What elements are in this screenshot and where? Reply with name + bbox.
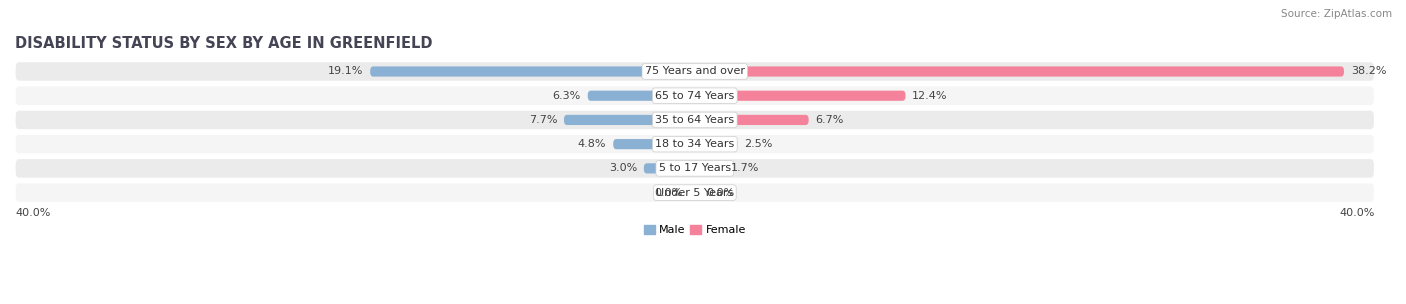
FancyBboxPatch shape [370,66,695,77]
Text: 0.0%: 0.0% [707,188,735,198]
FancyBboxPatch shape [15,183,1375,202]
Text: 6.7%: 6.7% [815,115,844,125]
Text: 19.1%: 19.1% [328,67,363,77]
FancyBboxPatch shape [695,188,700,198]
Text: 40.0%: 40.0% [15,208,51,218]
Text: 5 to 17 Years: 5 to 17 Years [659,163,731,173]
FancyBboxPatch shape [564,115,695,125]
FancyBboxPatch shape [15,158,1375,178]
FancyBboxPatch shape [588,91,695,101]
Text: 3.0%: 3.0% [609,163,637,173]
FancyBboxPatch shape [644,163,695,174]
FancyBboxPatch shape [690,188,695,198]
FancyBboxPatch shape [15,62,1375,81]
Text: 75 Years and over: 75 Years and over [645,67,745,77]
FancyBboxPatch shape [695,91,905,101]
Text: 65 to 74 Years: 65 to 74 Years [655,91,734,101]
FancyBboxPatch shape [695,139,737,149]
Text: 35 to 64 Years: 35 to 64 Years [655,115,734,125]
Legend: Male, Female: Male, Female [640,221,751,240]
Text: 4.8%: 4.8% [578,139,606,149]
Text: 1.7%: 1.7% [731,163,759,173]
FancyBboxPatch shape [695,163,724,174]
Text: 12.4%: 12.4% [912,91,948,101]
FancyBboxPatch shape [695,115,808,125]
Text: Source: ZipAtlas.com: Source: ZipAtlas.com [1281,9,1392,19]
Text: DISABILITY STATUS BY SEX BY AGE IN GREENFIELD: DISABILITY STATUS BY SEX BY AGE IN GREEN… [15,36,433,51]
Text: 40.0%: 40.0% [1339,208,1375,218]
FancyBboxPatch shape [15,86,1375,106]
Text: Under 5 Years: Under 5 Years [657,188,734,198]
Text: 2.5%: 2.5% [744,139,772,149]
FancyBboxPatch shape [613,139,695,149]
FancyBboxPatch shape [15,110,1375,130]
Text: 38.2%: 38.2% [1351,67,1386,77]
FancyBboxPatch shape [695,66,1344,77]
Text: 6.3%: 6.3% [553,91,581,101]
Text: 18 to 34 Years: 18 to 34 Years [655,139,734,149]
Text: 0.0%: 0.0% [655,188,683,198]
FancyBboxPatch shape [15,134,1375,154]
Text: 7.7%: 7.7% [529,115,557,125]
